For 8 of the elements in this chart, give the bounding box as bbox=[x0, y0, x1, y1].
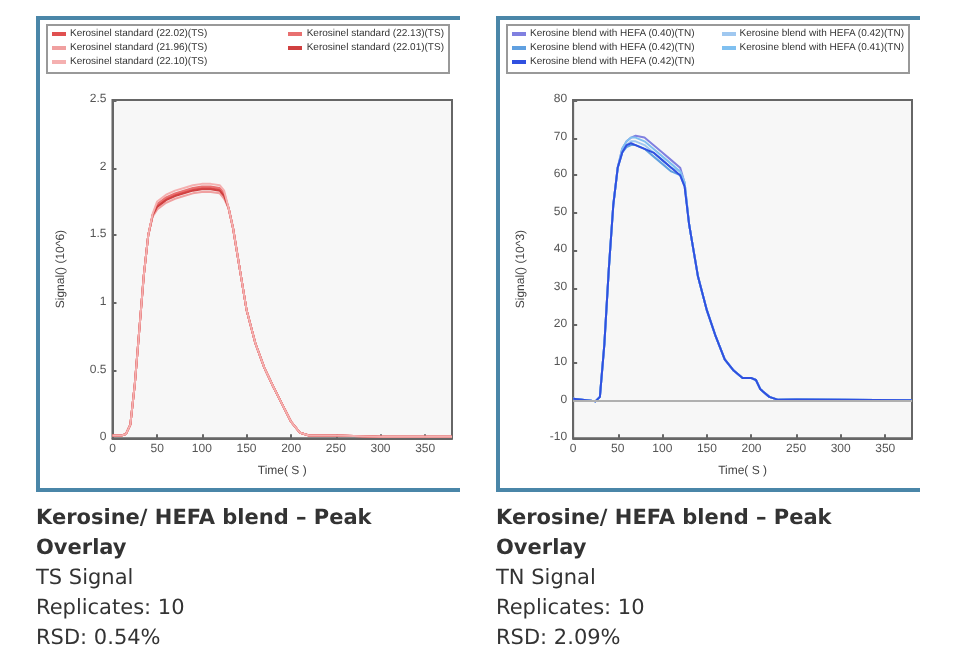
text: TN Signal bbox=[496, 564, 598, 594]
text: TS Signal bbox=[36, 564, 136, 594]
text: Replicates: 10 bbox=[496, 594, 647, 624]
text: RSD: 0.54% bbox=[36, 624, 163, 654]
text: Kerosine/ HEFA blend – Peak Overlay bbox=[496, 504, 834, 564]
text: Kerosine/ HEFA blend – Peak Overlay bbox=[36, 504, 374, 564]
text: Replicates: 10 bbox=[36, 594, 187, 624]
text: RSD: 2.09% bbox=[496, 624, 623, 654]
